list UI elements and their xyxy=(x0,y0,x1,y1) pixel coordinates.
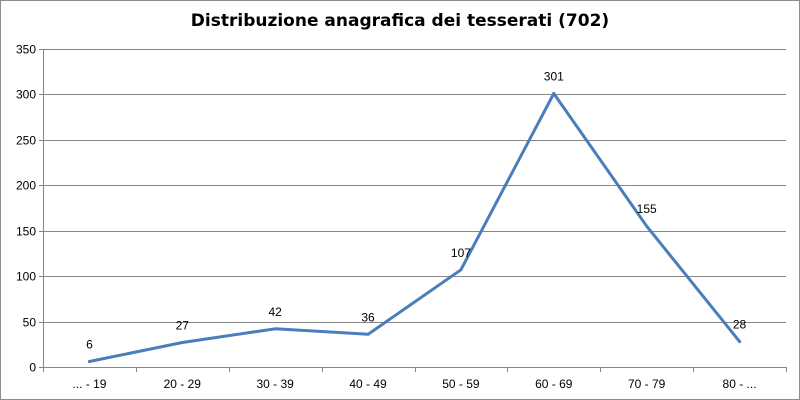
data-label-7: 28 xyxy=(733,318,747,332)
data-label-4: 107 xyxy=(451,246,471,260)
x-tick-label-1: 20 - 29 xyxy=(164,377,202,391)
data-point-4 xyxy=(459,268,463,272)
y-tick-label-6: 300 xyxy=(16,88,36,102)
chart-title: Distribuzione anagrafica dei tesserati (… xyxy=(190,11,610,31)
data-label-6: 155 xyxy=(637,202,657,216)
data-label-5: 301 xyxy=(544,70,564,84)
data-point-7 xyxy=(738,340,742,344)
y-tick-label-5: 250 xyxy=(16,134,36,148)
data-point-5 xyxy=(552,92,556,96)
data-label-1: 27 xyxy=(176,318,190,332)
x-tick-label-4: 50 - 59 xyxy=(442,377,480,391)
y-tick-label-1: 50 xyxy=(23,316,37,330)
data-point-2 xyxy=(273,327,277,331)
x-tick-label-2: 30 - 39 xyxy=(257,377,295,391)
y-tick-label-0: 0 xyxy=(29,361,36,375)
data-label-0: 6 xyxy=(86,338,93,352)
y-tick-label-2: 100 xyxy=(16,270,36,284)
y-tick-label-7: 350 xyxy=(16,43,36,57)
x-tick-label-0: ... - 19 xyxy=(72,377,106,391)
x-tick-label-7: 80 - ... xyxy=(723,377,757,391)
series-line xyxy=(87,92,742,363)
data-label-2: 42 xyxy=(269,305,283,319)
data-label-3: 36 xyxy=(361,310,375,324)
data-point-3 xyxy=(366,332,370,336)
y-tick-label-3: 150 xyxy=(16,225,36,239)
x-tick-label-6: 70 - 79 xyxy=(628,377,666,391)
x-tick-label-5: 60 - 69 xyxy=(535,377,573,391)
data-point-0 xyxy=(87,360,91,364)
y-tick-label-4: 200 xyxy=(16,179,36,193)
data-point-6 xyxy=(645,224,649,228)
data-point-1 xyxy=(180,340,184,344)
x-tick-label-3: 40 - 49 xyxy=(349,377,387,391)
